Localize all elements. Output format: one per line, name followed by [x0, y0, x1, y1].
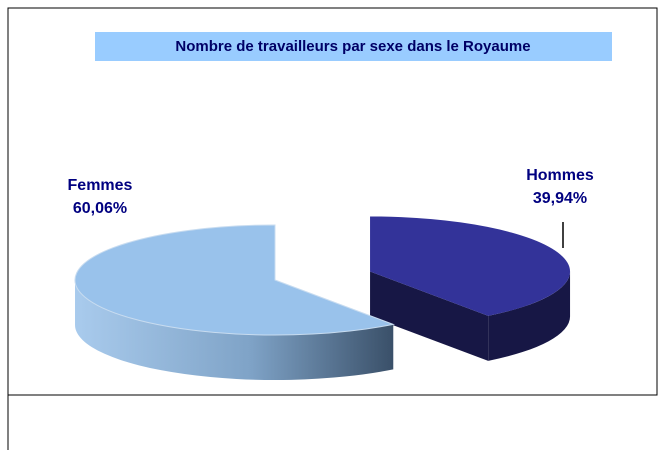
slice [74, 224, 395, 336]
slice-side [488, 271, 571, 361]
chart-title: Nombre de travailleurs par sexe dans le … [175, 38, 530, 55]
pie [74, 216, 571, 381]
slice-label: Hommes [526, 167, 594, 184]
slice-label: Femmes [68, 177, 133, 194]
slice-value-label: 39,94% [533, 190, 587, 207]
slice-value-label: 60,06% [73, 200, 127, 217]
title-box [95, 32, 612, 61]
slice-side [75, 280, 394, 381]
slice-wall [370, 271, 489, 361]
slice [370, 216, 571, 316]
